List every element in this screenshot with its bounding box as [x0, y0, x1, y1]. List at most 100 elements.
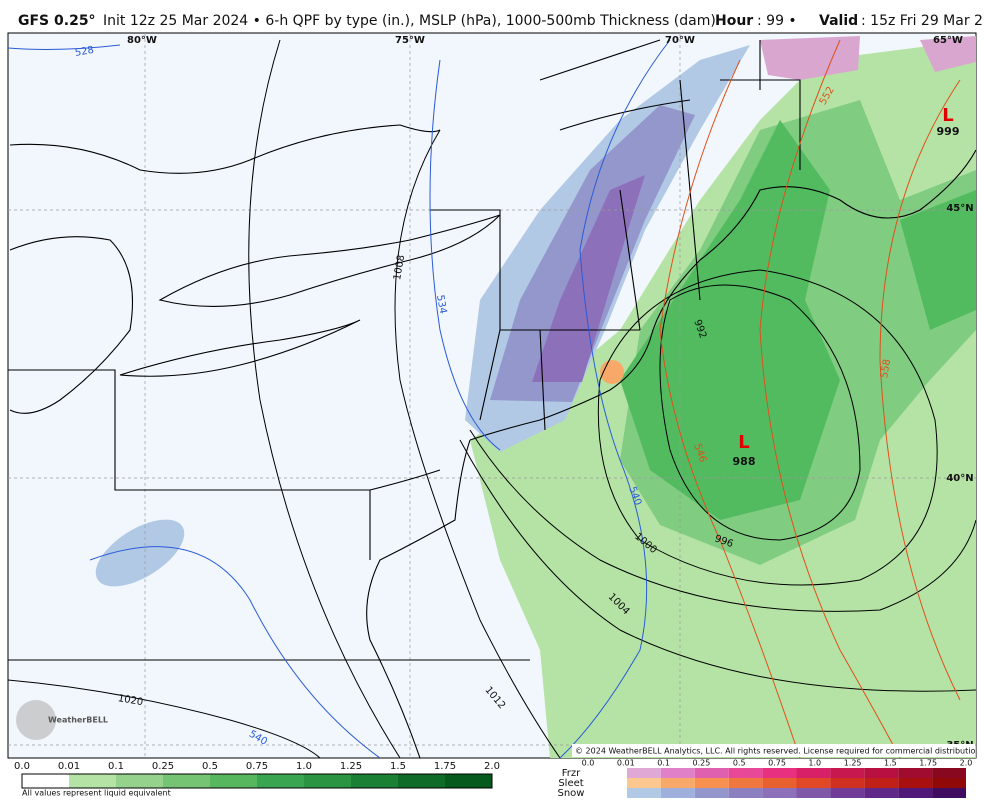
qpf-swatch: [22, 774, 69, 788]
qpf-swatch: [210, 774, 257, 788]
qpf-legend: 0.0 0.01 0.1 0.25 0.5 0.75 1.0 1.25 1.5 1.75 2.0: [14, 761, 500, 789]
type-swatch: [694, 778, 729, 788]
type-tick-label: 2.0: [960, 759, 973, 768]
qpf-tick-label: 2.0: [484, 761, 500, 772]
longitude-label: 80°W: [127, 35, 157, 46]
qpf-tick-label: 0.0: [14, 761, 30, 772]
qpf-swatch: [304, 774, 351, 788]
type-swatch: [627, 778, 661, 788]
thickness-label: 534: [434, 294, 448, 315]
qpf-tick-label: 0.1: [108, 761, 124, 772]
thickness-label: 558: [879, 358, 893, 379]
lake: [9, 236, 133, 414]
type-swatch: [694, 788, 729, 798]
type-label: Frzr: [562, 768, 581, 779]
isobar: [459, 439, 976, 692]
type-label: Sleet: [558, 778, 583, 789]
type-tick-label: 0.75: [768, 759, 786, 768]
qpf-swatch: [445, 774, 492, 788]
type-tick-label: 1.5: [884, 759, 897, 768]
low-symbol: L: [738, 432, 749, 453]
lake: [119, 319, 361, 377]
type-tick-label: 1.0: [808, 759, 821, 768]
type-swatch: [864, 788, 899, 798]
qpf-tick-label: 1.0: [296, 761, 312, 772]
type-swatch: [796, 768, 831, 778]
qpf-tick-label: 0.75: [246, 761, 268, 772]
model-name: GFS 0.25°: [18, 13, 96, 29]
qpf-tick-label: 1.25: [340, 761, 362, 772]
frzr-area: [920, 36, 976, 72]
type-swatch: [830, 788, 865, 798]
low-pressure: 999: [937, 125, 960, 138]
type-swatch: [762, 788, 797, 798]
copyright-bg: [572, 744, 975, 757]
type-swatch: [932, 788, 966, 798]
type-swatch: [660, 768, 695, 778]
type-swatch: [864, 768, 899, 778]
qpf-tick-label: 1.5: [390, 761, 406, 772]
legend-note: All values represent liquid equivalent: [22, 789, 171, 798]
latitude-label: 45°N: [946, 203, 973, 214]
type-swatch: [898, 778, 933, 788]
precip-heavy: [900, 190, 976, 330]
type-swatch: [660, 788, 695, 798]
qpf-tick-label: 0.01: [58, 761, 80, 772]
border: [8, 40, 801, 661]
qpf-swatch: [398, 774, 445, 788]
snow-light: [95, 519, 185, 587]
description: Init 12z 25 Mar 2024 • 6-h QPF by type (…: [103, 13, 716, 29]
type-swatch: [864, 778, 899, 788]
low-pressure: 988: [733, 455, 756, 468]
qpf-swatch: [116, 774, 163, 788]
type-swatch: [830, 778, 865, 788]
type-tick-label: 0.0: [582, 759, 595, 768]
longitude-label: 70°W: [665, 35, 695, 46]
type-tick-label: 1.75: [919, 759, 937, 768]
type-swatch: [898, 788, 933, 798]
qpf-swatch: [257, 774, 304, 788]
type-swatch: [932, 768, 966, 778]
isobar: [469, 429, 976, 612]
thickness-line: [759, 39, 901, 758]
thickness-line: [879, 79, 961, 701]
latitude-label: 40°N: [946, 473, 973, 484]
type-swatch: [728, 788, 763, 798]
isobar: [248, 39, 401, 758]
type-tick-label: 0.5: [733, 759, 746, 768]
qpf-bar-frame: [21, 773, 493, 789]
graticule: [8, 33, 976, 758]
hour-label: Hour: [715, 13, 753, 29]
isobar: [8, 679, 321, 758]
thickness-line: [559, 39, 671, 758]
type-tick-label: 0.25: [692, 759, 710, 768]
logo-text: WeatherBELL: [48, 716, 108, 725]
isobar: [597, 269, 938, 586]
type-swatch: [830, 768, 865, 778]
type-swatch: [898, 768, 933, 778]
thickness-label: 528: [74, 45, 95, 59]
thickness-line: [659, 59, 801, 758]
copyright: © 2024 WeatherBELL Analytics, LLC. All r…: [575, 747, 983, 756]
qpf-swatch: [351, 774, 398, 788]
precip-heavy: [620, 120, 840, 520]
valid-label: Valid: [819, 13, 858, 29]
longitude-label: 75°W: [395, 35, 425, 46]
coastline: [9, 124, 441, 174]
type-swatch: [694, 768, 729, 778]
logo-mark: [16, 700, 56, 740]
valid-value: : 15z Fri 29 Mar 2024: [861, 13, 984, 29]
map: 80°W 75°W 70°W 65°W 45°N 40°N 35°N 1000 …: [7, 32, 983, 759]
coastline: [366, 439, 471, 758]
hour-value: : 99 •: [757, 13, 797, 29]
longitude-label: 65°W: [933, 35, 963, 46]
type-swatch: [728, 768, 763, 778]
type-tick-label: 0.1: [657, 759, 670, 768]
type-tick-label: 0.01: [617, 759, 635, 768]
isobar-label: 1008: [392, 254, 407, 281]
frzr-area: [760, 36, 860, 80]
type-swatch: [932, 778, 966, 788]
border: [539, 39, 691, 131]
